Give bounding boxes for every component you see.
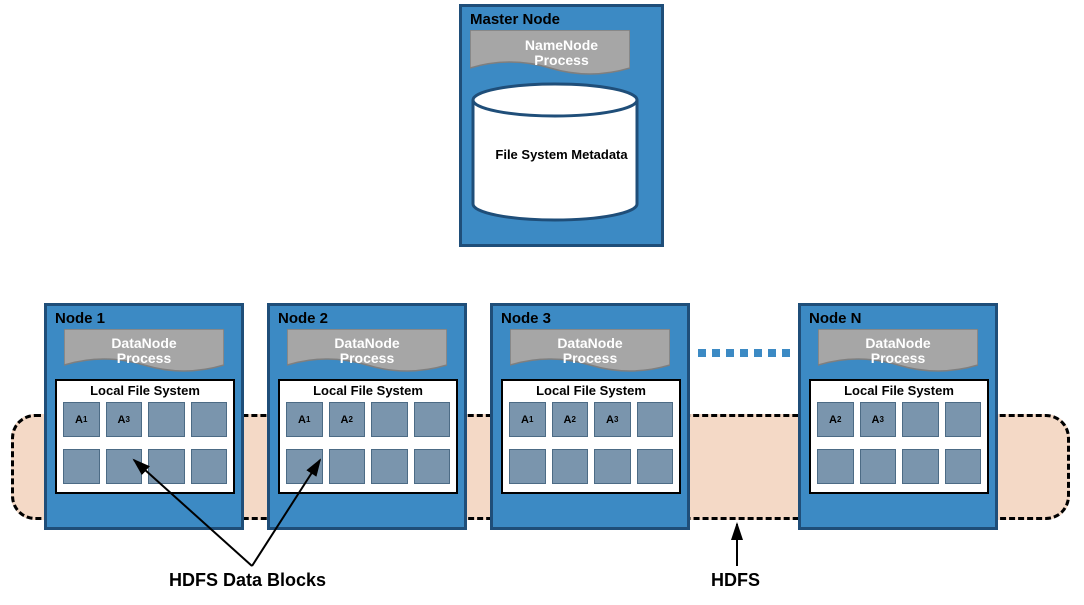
hdfs-block (509, 449, 546, 484)
hdfs-block: A1 (286, 402, 323, 437)
hdfs-block (191, 449, 228, 484)
data-node-title: Node 3 (501, 310, 679, 327)
hdfs-block: A2 (817, 402, 854, 437)
data-node-title: Node 1 (55, 310, 233, 327)
caption-hdfs: HDFS (711, 570, 760, 591)
local-file-system-title: Local File System (509, 383, 673, 398)
local-file-system-title: Local File System (817, 383, 981, 398)
data-node-box: Node 3 DataNode Process Local File System… (490, 303, 690, 530)
datanode-process-label: DataNode Process (287, 329, 447, 373)
caption-hdfs-data-blocks: HDFS Data Blocks (169, 570, 326, 591)
local-file-system-title: Local File System (286, 383, 450, 398)
hdfs-block (148, 402, 185, 437)
block-grid: A1A3 (63, 402, 227, 489)
ellipsis-dot (782, 349, 790, 357)
datanode-process-label: DataNode Process (64, 329, 224, 373)
block-grid: A2A3 (817, 402, 981, 489)
hdfs-block (371, 449, 408, 484)
datanode-process-banner: DataNode Process (510, 329, 670, 373)
hdfs-block (902, 402, 939, 437)
hdfs-block: A2 (329, 402, 366, 437)
hdfs-block (329, 449, 366, 484)
local-file-system-title: Local File System (63, 383, 227, 398)
local-file-system-box: Local File System A1A2A3 (501, 379, 681, 494)
hdfs-block: A1 (63, 402, 100, 437)
datanode-process-banner: DataNode Process (818, 329, 978, 373)
data-node-box: Node 2 DataNode Process Local File System… (267, 303, 467, 530)
hdfs-block (817, 449, 854, 484)
metadata-cylinder: File System Metadata (470, 82, 653, 227)
ellipsis-dot (698, 349, 706, 357)
hdfs-block (945, 449, 982, 484)
ellipsis-dot (754, 349, 762, 357)
ellipsis-dot (768, 349, 776, 357)
master-node-title: Master Node (470, 11, 653, 28)
hdfs-block (552, 449, 589, 484)
datanode-process-banner: DataNode Process (64, 329, 224, 373)
namenode-process-banner: NameNode Process (470, 30, 653, 76)
hdfs-block (414, 449, 451, 484)
block-grid: A1A2 (286, 402, 450, 489)
data-node-title: Node N (809, 310, 987, 327)
master-node-box: Master Node NameNode Process File System… (459, 4, 664, 247)
hdfs-block (286, 449, 323, 484)
hdfs-block: A2 (552, 402, 589, 437)
data-node-box: Node 1 DataNode Process Local File System… (44, 303, 244, 530)
data-node-box: Node N DataNode Process Local File System… (798, 303, 998, 530)
hdfs-block (63, 449, 100, 484)
local-file-system-box: Local File System A1A2 (278, 379, 458, 494)
hdfs-block (637, 402, 674, 437)
ellipsis-dot (712, 349, 720, 357)
data-node-title: Node 2 (278, 310, 456, 327)
datanode-process-label: DataNode Process (818, 329, 978, 373)
block-grid: A1A2A3 (509, 402, 673, 489)
ellipsis-dots (698, 349, 790, 357)
hdfs-block (191, 402, 228, 437)
hdfs-block: A3 (594, 402, 631, 437)
local-file-system-box: Local File System A2A3 (809, 379, 989, 494)
hdfs-block (148, 449, 185, 484)
metadata-cylinder-label: File System Metadata (470, 82, 653, 227)
hdfs-block: A3 (106, 402, 143, 437)
hdfs-block (414, 402, 451, 437)
namenode-process-label: NameNode Process (470, 30, 653, 76)
hdfs-block (371, 402, 408, 437)
hdfs-block (637, 449, 674, 484)
local-file-system-box: Local File System A1A3 (55, 379, 235, 494)
datanode-process-banner: DataNode Process (287, 329, 447, 373)
datanode-process-label: DataNode Process (510, 329, 670, 373)
hdfs-block (594, 449, 631, 484)
ellipsis-dot (740, 349, 748, 357)
hdfs-block: A3 (860, 402, 897, 437)
hdfs-block (902, 449, 939, 484)
hdfs-block (860, 449, 897, 484)
hdfs-block (106, 449, 143, 484)
hdfs-block (945, 402, 982, 437)
hdfs-block: A1 (509, 402, 546, 437)
ellipsis-dot (726, 349, 734, 357)
